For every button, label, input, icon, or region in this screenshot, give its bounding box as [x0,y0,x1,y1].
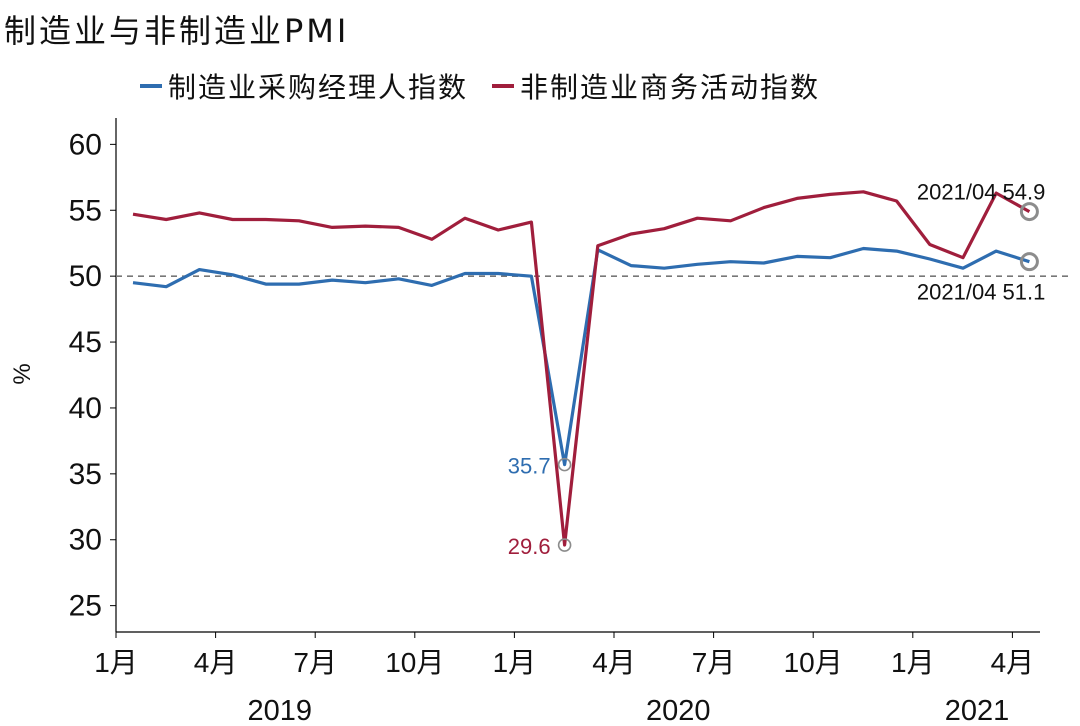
y-tick-label: 40 [69,392,102,425]
legend-item-non-manufacturing: 非制造业商务活动指数 [492,66,820,106]
y-tick-label: 55 [69,194,102,227]
x-tick-label: 7月 [692,647,736,678]
x-tick-label: 4月 [194,647,238,678]
annotation-label: 2021/04 54.9 [917,180,1045,205]
y-tick-label: 45 [69,326,102,359]
y-tick-label: 60 [69,128,102,161]
x-tick-label: 1月 [891,647,935,678]
legend-item-manufacturing: 制造业采购经理人指数 [140,66,468,106]
annotation-marker [557,538,572,552]
x-tick-label: 7月 [293,647,337,678]
legend-swatch-manufacturing [140,84,162,88]
x-tick-label: 4月 [592,647,636,678]
y-tick-label: 35 [69,458,102,491]
non-manufacturing-pmi-line [132,190,1031,547]
x-tick-label: 1月 [94,647,138,678]
annotation-label: 35.7 [508,454,551,479]
x-tick-label: 1月 [493,647,537,678]
y-tick-label: 50 [69,260,102,293]
manufacturing-pmi-line [132,246,1030,467]
chart-title: 制造业与非制造业PMI [4,12,350,50]
y-tick-label: 30 [69,524,102,557]
annotation-marker [1019,252,1039,272]
legend-swatch-non-manufacturing [492,84,515,88]
x-tick-label: 10月 [784,647,843,678]
legend: 制造业采购经理人指数 非制造业商务活动指数 [140,66,844,106]
legend-label-manufacturing: 制造业采购经理人指数 [168,71,469,104]
annotation-marker [557,457,572,472]
annotation-label: 29.6 [508,534,551,559]
year-label: 2020 [646,695,711,726]
x-tick-label: 4月 [991,647,1035,678]
y-axis-label: % [9,363,36,384]
annotation-label: 2021/04 51.1 [917,280,1045,305]
year-label: 2021 [945,695,1010,726]
legend-label-non-manufacturing: 非制造业商务活动指数 [520,71,821,104]
x-tick-label: 10月 [385,647,444,678]
year-label: 2019 [248,695,313,726]
annotation-marker [1019,202,1039,222]
y-tick-label: 25 [69,590,102,623]
